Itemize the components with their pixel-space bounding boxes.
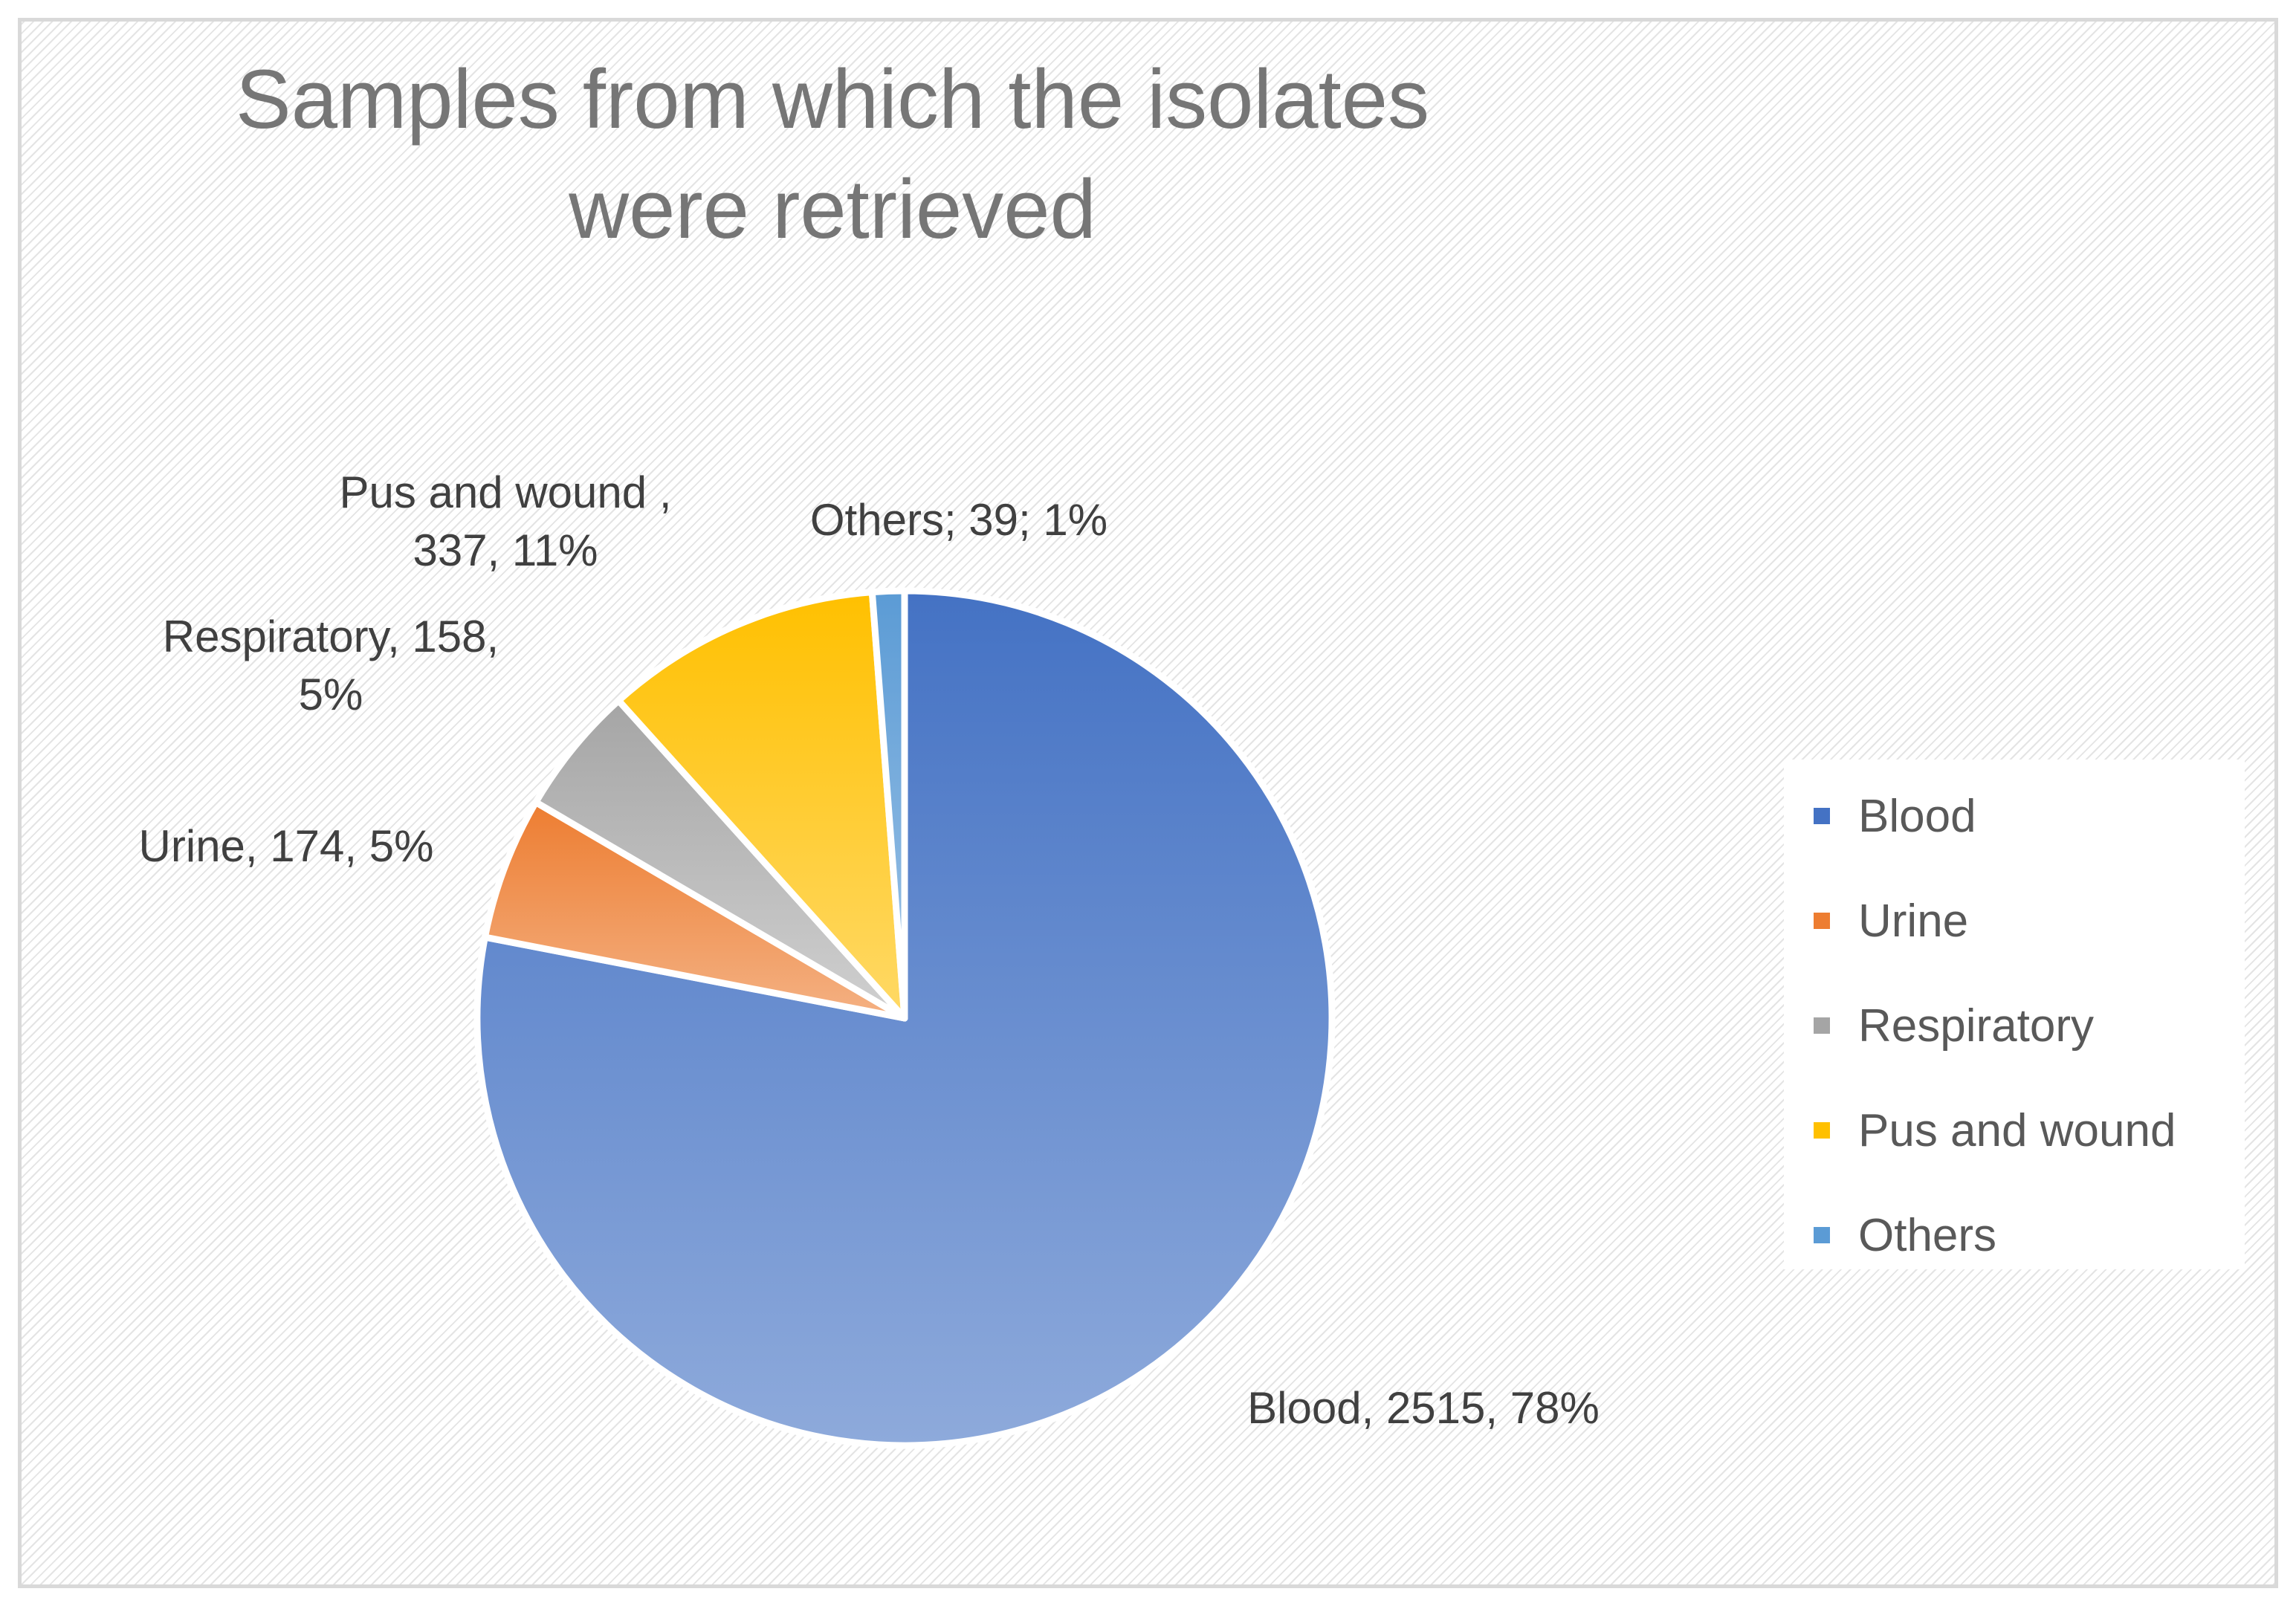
data-label-others: Others; 39; 1% — [788, 491, 1130, 549]
legend-label-pus-and-wound: Pus and wound — [1858, 1105, 2176, 1156]
legend-swatch-others — [1814, 1227, 1830, 1243]
legend-swatch-blood — [1814, 808, 1830, 824]
pie-slice-others — [868, 587, 908, 1022]
data-label-blood-line-1: Blood, 2515, 78% — [1247, 1383, 1600, 1433]
data-label-others-line-1: Others; 39; 1% — [809, 495, 1108, 545]
legend-item-pus-and-wound: Pus and wound — [1784, 1095, 2245, 1199]
data-label-respiratory-line-1: Respiratory, 158, — [162, 612, 499, 661]
legend-swatch-urine — [1814, 913, 1830, 929]
legend-label-others: Others — [1858, 1210, 1997, 1261]
data-label-pus-and-wound: Pus and wound , 337, 11% — [312, 464, 699, 580]
legend-item-urine: Urine — [1784, 885, 2245, 990]
legend-label-respiratory: Respiratory — [1858, 1000, 2094, 1052]
legend-swatch-pus-and-wound — [1814, 1122, 1830, 1139]
data-label-blood: Blood, 2515, 78% — [1212, 1379, 1635, 1437]
data-label-pus-and-wound-line-1: Pus and wound , — [339, 467, 672, 517]
pie-slice-pus-and-wound — [615, 589, 908, 1022]
data-label-urine: Urine, 174, 5% — [111, 817, 461, 875]
data-label-respiratory: Respiratory, 158, 5% — [134, 608, 528, 724]
legend-item-respiratory: Respiratory — [1784, 990, 2245, 1095]
data-label-urine-line-1: Urine, 174, 5% — [138, 821, 434, 871]
legend-item-others: Others — [1784, 1199, 2245, 1304]
pie-slices — [473, 587, 1336, 1449]
legend-item-blood: Blood — [1784, 780, 2245, 885]
legend-swatch-respiratory — [1814, 1017, 1830, 1034]
chart-title: Samples from which the isolates were ret… — [235, 53, 1429, 256]
pie-slice-urine — [481, 798, 908, 1022]
data-label-pus-and-wound-line-2: 337, 11% — [413, 525, 598, 575]
chart-legend: Blood Urine Respiratory Pus and wound Ot… — [1784, 760, 2245, 1269]
legend-label-urine: Urine — [1858, 896, 1969, 947]
data-label-respiratory-line-2: 5% — [298, 670, 363, 719]
legend-label-blood: Blood — [1858, 791, 1976, 842]
